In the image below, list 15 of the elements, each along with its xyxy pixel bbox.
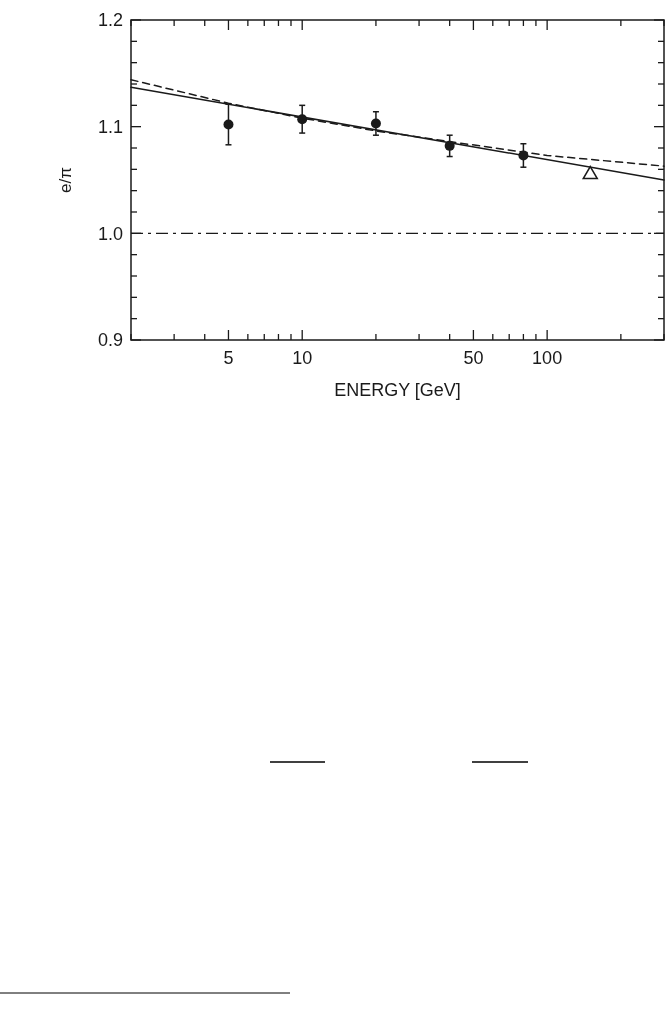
x-tick-label: 50 [463,348,484,368]
y-tick-label: 1.1 [97,116,123,137]
y-tick-label: 0.9 [97,330,123,351]
x-tick-label: 10 [292,348,313,368]
point [223,119,234,130]
point [370,118,381,129]
y-tick-label: 1.2 [97,10,123,31]
x-axis-title: ENERGY [GeV] [334,380,461,400]
point [518,150,529,161]
point [444,140,455,151]
x-tick-label: 5 [223,348,234,368]
x-tick-label: 100 [532,348,563,368]
y-tick-label: 1.0 [97,223,123,244]
y-axis-title: e/π [56,167,75,193]
point [297,114,308,125]
